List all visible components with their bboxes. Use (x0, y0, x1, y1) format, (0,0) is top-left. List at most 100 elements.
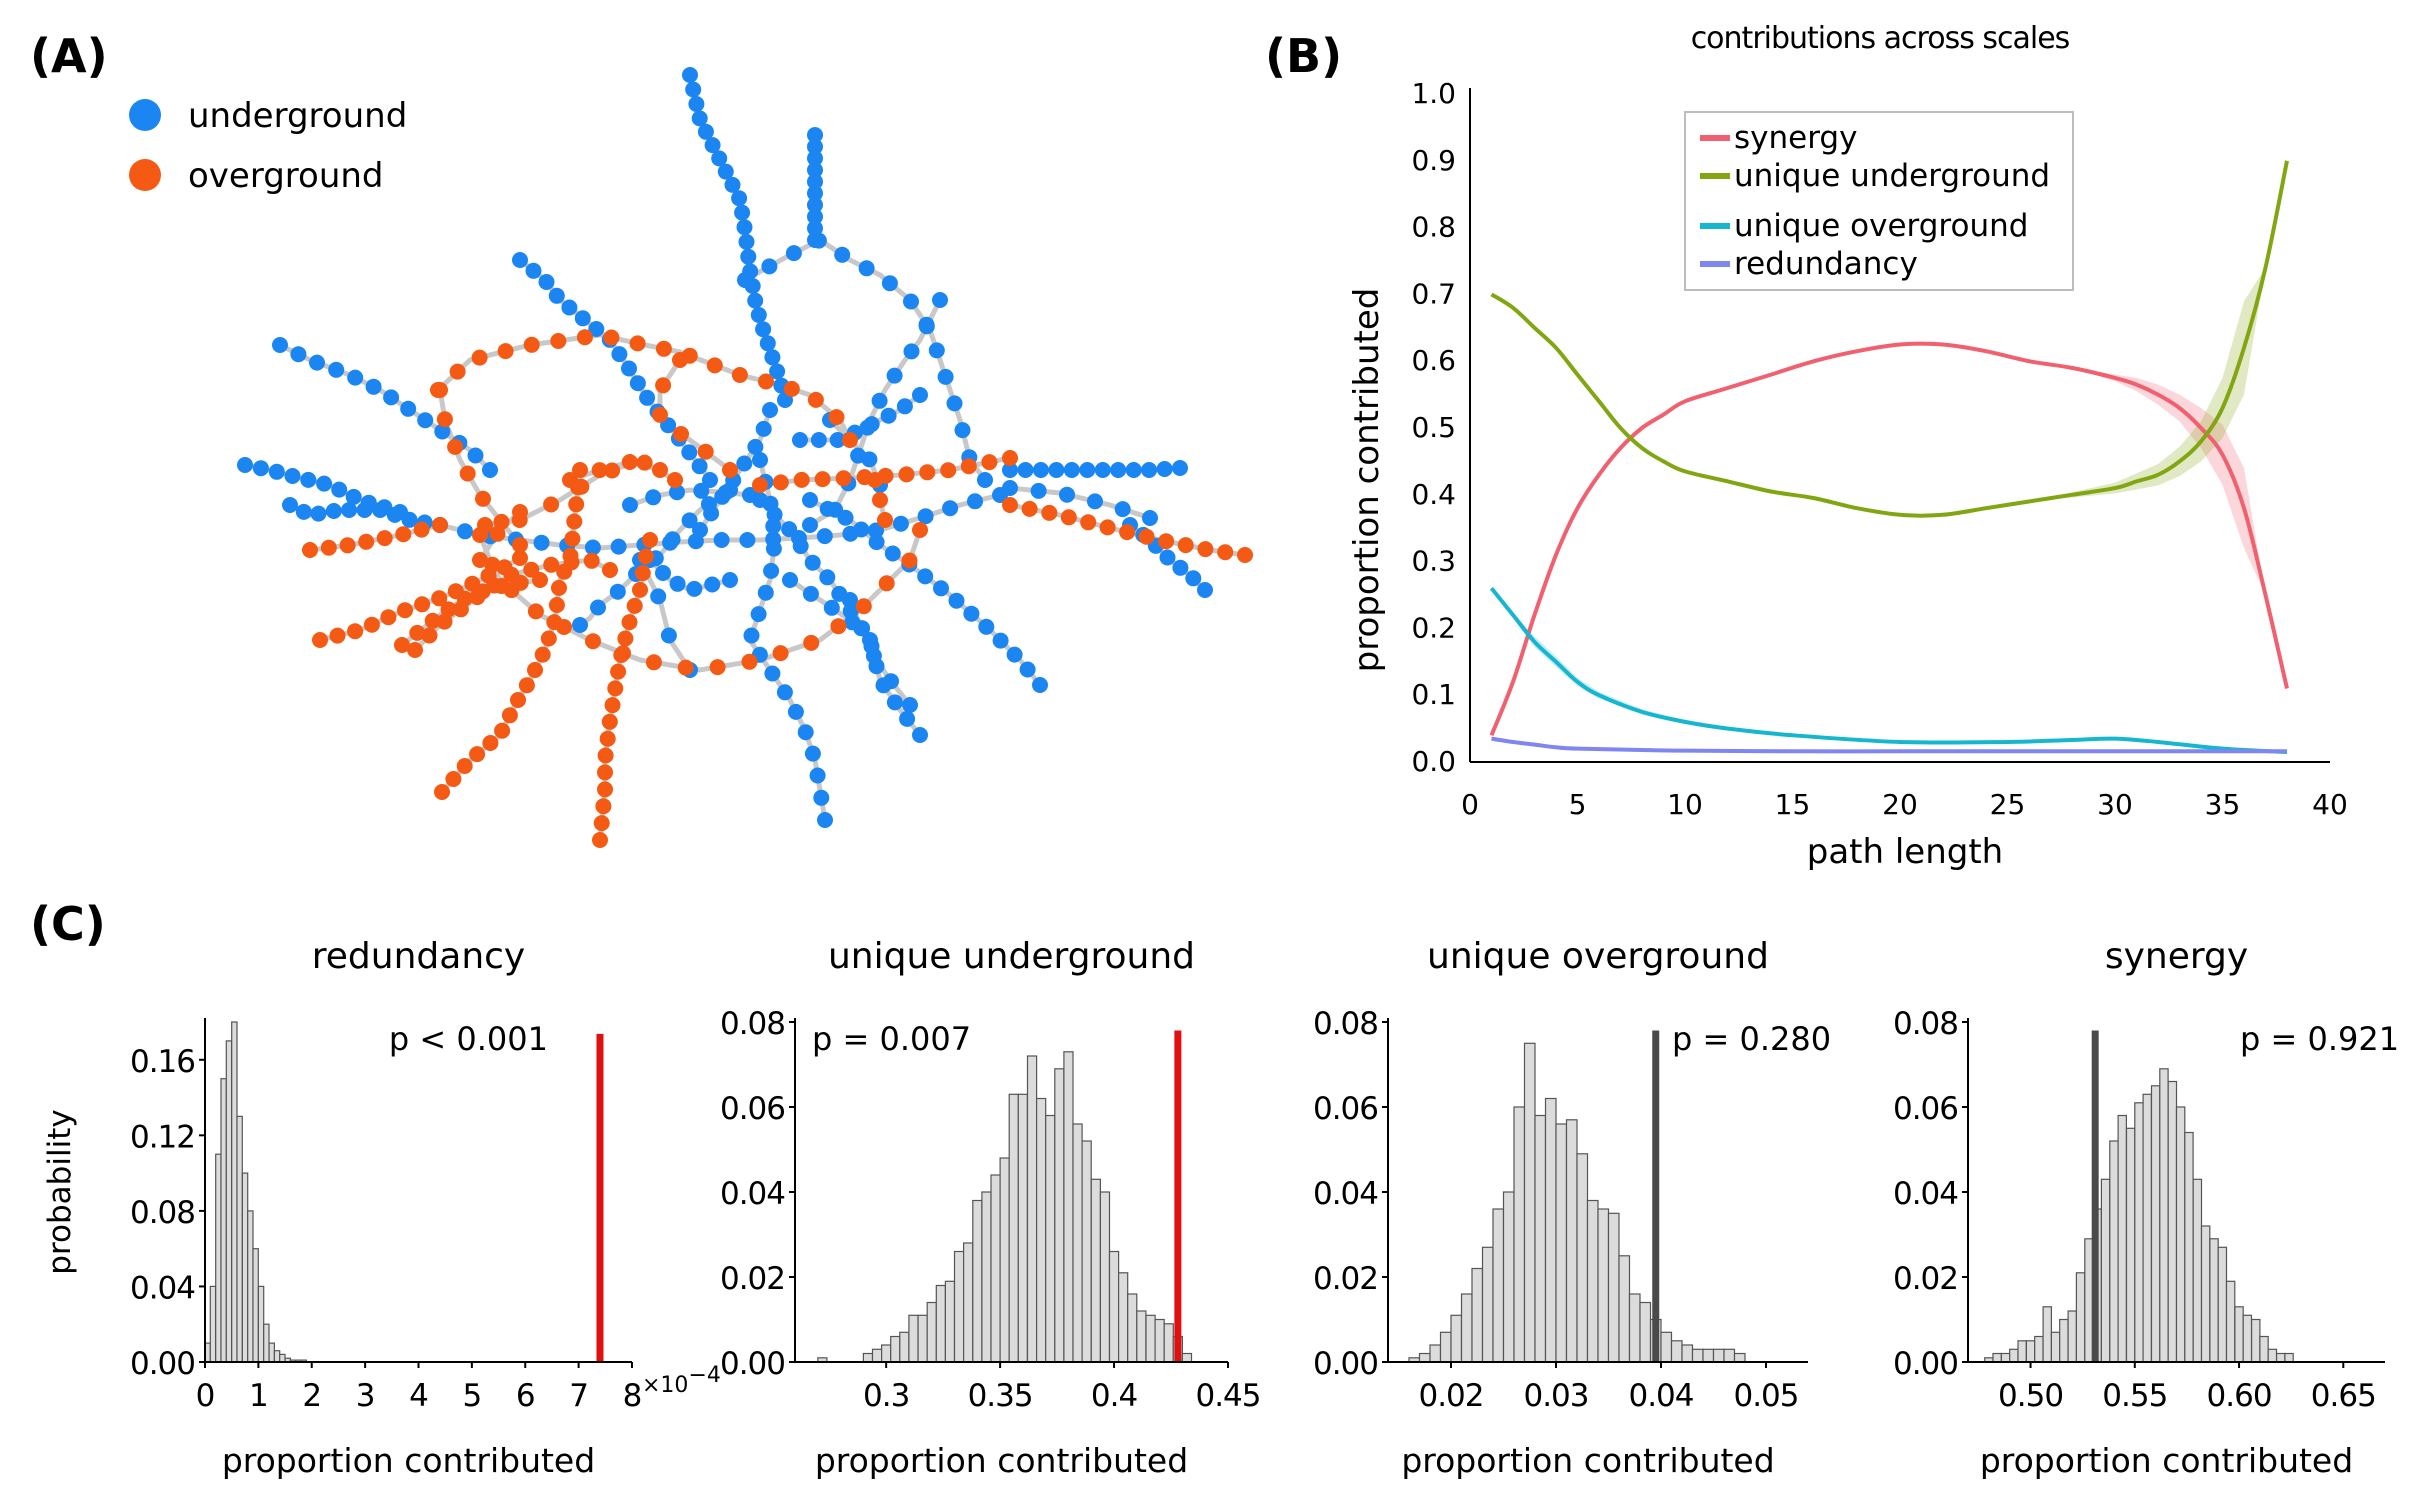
overground-node (459, 465, 476, 482)
underground-node (1079, 462, 1096, 478)
histogram-unique-underground: unique underground 0.00 0.02 0.04 0.06 0.08 0.… (720, 936, 1262, 1480)
overground-node (901, 552, 918, 569)
y-tick-label: 0.08 (1893, 1006, 1958, 1042)
underground-node (1087, 493, 1103, 510)
underground-node (386, 506, 403, 523)
histogram-bar (1035, 1097, 1047, 1363)
underground-node (372, 502, 389, 518)
underground-node (737, 272, 753, 288)
histogram-bar (981, 1191, 992, 1363)
overground-node (1119, 524, 1136, 541)
p-value-label: p = 0.921 (2240, 1020, 2399, 1058)
y-tick-label: 0.00 (130, 1346, 195, 1382)
underground-node (858, 260, 875, 277)
underground-node (609, 583, 626, 600)
histogram-title: unique overground (1427, 936, 1769, 977)
underground-node (813, 789, 830, 806)
underground-node (863, 416, 880, 433)
line-unique-underground (1490, 160, 2289, 518)
overground-node (523, 561, 540, 578)
underground-node (899, 710, 916, 727)
underground-node (881, 275, 898, 292)
line-chart-title: contributions across scales (1691, 21, 2070, 56)
line-chart-legend: synergy unique underground unique overgr… (1684, 111, 2074, 291)
overground-node (540, 630, 557, 647)
histogram-bar (241, 1172, 249, 1363)
histogram-bar (273, 1350, 281, 1363)
underground-node (809, 767, 826, 784)
histogram-title: unique underground (828, 936, 1195, 977)
histogram-bar (236, 1115, 243, 1363)
histogram-bar (2075, 1272, 2086, 1363)
histogram-bar (1534, 1114, 1547, 1363)
overground-node (471, 349, 488, 366)
underground-node (837, 509, 854, 526)
line-chart-series (1489, 160, 2289, 754)
underground-node (331, 481, 348, 498)
histogram-bar (953, 1250, 965, 1363)
underground-node (807, 127, 823, 143)
y-tick-label: 0.00 (1893, 1346, 1958, 1382)
histogram-bar (2017, 1340, 2027, 1363)
histogram-bar (1723, 1348, 1736, 1363)
histogram-bar (1117, 1272, 1129, 1363)
histogram-bar (1418, 1352, 1431, 1363)
underground-node (928, 342, 945, 359)
x-tick-label: 0.35 (968, 1378, 1033, 1414)
underground-node (761, 258, 778, 275)
underground-node (356, 502, 373, 518)
underground-node (572, 617, 588, 633)
overground-node (376, 530, 393, 547)
underground-node (842, 592, 858, 608)
underground-node (1141, 462, 1158, 478)
overground-node (431, 590, 448, 607)
y-tick-label: 0.02 (1893, 1261, 1958, 1297)
histogram-bar (209, 1285, 217, 1363)
histogram-bar (990, 1174, 1001, 1363)
histogram-bar (1072, 1123, 1083, 1363)
y-tick-label: 0.06 (1893, 1091, 1958, 1127)
histogram-bar (1127, 1293, 1138, 1363)
underground-node (807, 185, 823, 202)
y-tick-label: 0.08 (1313, 1006, 1378, 1042)
overground-node (523, 336, 540, 353)
underground-node (762, 402, 778, 418)
overground-node (527, 662, 543, 678)
histogram-bar (2175, 1106, 2186, 1363)
overground-node (551, 579, 567, 596)
underground-node (645, 489, 662, 506)
overground-nodes (302, 329, 1253, 848)
y-tick-label: 0.00 (720, 1346, 785, 1382)
underground-node (561, 299, 578, 316)
underground-node (880, 407, 897, 424)
underground-node (757, 584, 774, 601)
overground-node (568, 496, 585, 513)
overground-node (783, 380, 800, 397)
underground-node (884, 545, 901, 562)
histogram-bar (1429, 1344, 1442, 1363)
overground-node (872, 492, 888, 508)
overground-node (722, 462, 738, 478)
underground-node (1197, 582, 1213, 598)
overground-node (652, 406, 668, 423)
overground-node (793, 471, 810, 488)
underground-node (807, 173, 823, 190)
overground-node (1197, 541, 1214, 558)
underground-node (804, 745, 821, 762)
overground-node (597, 747, 614, 764)
histogram-bar (1597, 1208, 1610, 1363)
overground-node (518, 677, 535, 694)
overground-node (440, 601, 457, 618)
y-tick-label: 0.02 (720, 1261, 785, 1297)
overground-node (621, 454, 638, 470)
underground-node (765, 518, 782, 535)
overground-node (1021, 500, 1038, 517)
histogram-bar (1492, 1208, 1505, 1363)
y-tick-label: 0.00 (1313, 1346, 1378, 1382)
underground-node (807, 197, 823, 213)
histogram-bar (944, 1280, 956, 1363)
overground-node (636, 454, 653, 471)
histogram-bar (2217, 1246, 2228, 1363)
x-tick-label: 0.55 (2102, 1378, 2167, 1414)
